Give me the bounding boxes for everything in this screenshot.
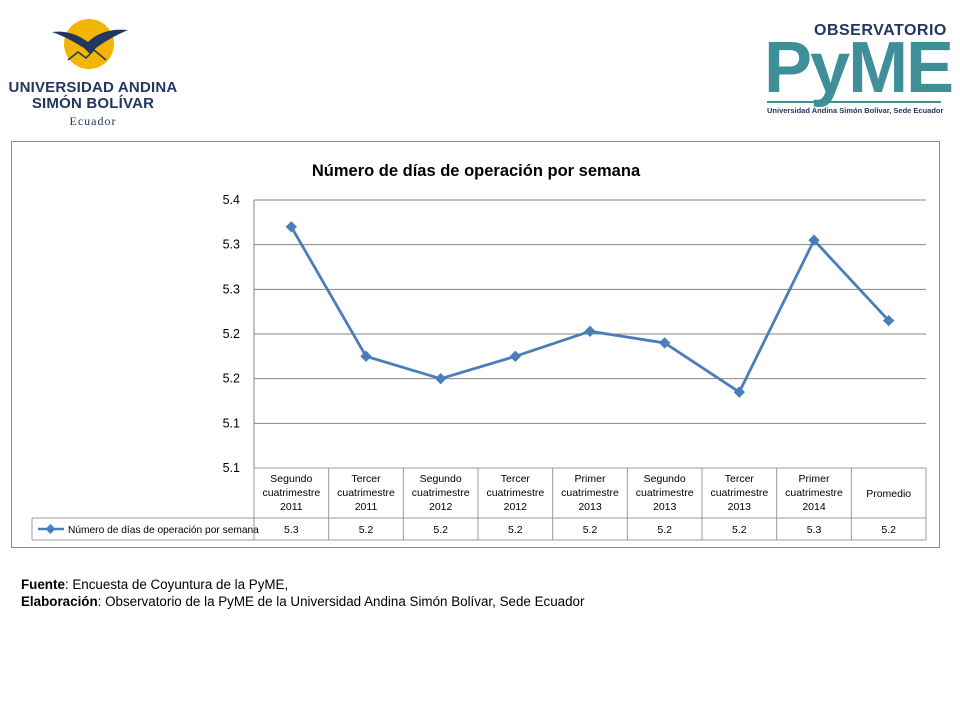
chart-title: Número de días de operación por semana — [312, 162, 641, 180]
y-tick-label: 5.1 — [223, 416, 240, 430]
elaboration-label: Elaboración — [21, 594, 98, 609]
x-category-label: cuatrimestre — [785, 487, 843, 499]
source-label: Fuente — [21, 577, 65, 592]
x-category-label: 2012 — [429, 501, 453, 513]
x-category-label: cuatrimestre — [412, 487, 470, 499]
x-category-label: 2011 — [280, 501, 303, 513]
x-category-label: cuatrimestre — [710, 487, 768, 499]
line-chart: Número de días de operación por semana 5… — [31, 162, 927, 541]
data-table: Segundo cuatrimestre 2011 5.3 Tercer cuatrime… — [31, 467, 927, 541]
table-value-label: 5.3 — [807, 524, 822, 536]
table-value-label: 5.2 — [732, 524, 747, 536]
x-category-label: Primer — [575, 473, 606, 485]
x-category-label: Segundo — [644, 473, 686, 485]
table-value-label: 5.2 — [583, 524, 598, 536]
data-point-marker — [360, 350, 372, 362]
x-category-label: Promedio — [866, 488, 911, 500]
table-value-label: 5.2 — [881, 524, 896, 536]
data-point-marker — [435, 373, 447, 385]
x-category-label: 2013 — [728, 501, 752, 513]
uasb-name: UNIVERSIDAD ANDINA SIMÓN BOLÍVAR — [8, 80, 178, 112]
x-category-label: 2013 — [578, 501, 602, 513]
elaboration-line: Elaboración: Observatorio de la PyME de … — [21, 593, 584, 610]
condor-sun-emblem-icon — [52, 19, 128, 69]
data-point-marker — [285, 221, 297, 233]
x-category-label: Segundo — [270, 473, 312, 485]
x-category-label: 2011 — [355, 501, 378, 513]
pyme-logotype: PyME — [764, 28, 954, 108]
source-line: Fuente: Encuesta de Coyuntura de la PyME… — [21, 576, 584, 593]
x-category-label: 2013 — [653, 501, 677, 513]
data-point-marker — [509, 350, 521, 362]
legend-marker — [45, 524, 56, 534]
y-tick-label: 5.4 — [223, 193, 240, 207]
logo-divider — [767, 101, 941, 103]
y-tick-label: 5.3 — [223, 238, 240, 252]
uasb-name-line1: UNIVERSIDAD ANDINA — [8, 79, 178, 96]
y-tick-label: 5.2 — [223, 372, 240, 386]
mountains-line — [67, 48, 107, 61]
x-category-label: cuatrimestre — [486, 487, 544, 499]
observatorio-subtitle: Universidad Andina Simón Bolívar, Sede E… — [767, 106, 944, 115]
observatorio-label: OBSERVATORIO — [814, 22, 947, 39]
data-point-marker — [883, 314, 895, 327]
y-tick-label: 5.1 — [223, 461, 240, 475]
data-point-marker — [584, 325, 596, 337]
table-value-label: 5.2 — [508, 524, 523, 536]
condor-shape — [52, 29, 128, 54]
table-value-label: 5.2 — [359, 524, 374, 536]
source-text: : Encuesta de Coyuntura de la PyME, — [64, 577, 289, 592]
elaboration-text: : Observatorio de la PyME de la Universi… — [97, 594, 585, 609]
y-tick-label: 5.2 — [223, 327, 240, 341]
y-axis-ticks: 5.4 5.3 5.3 5.2 5.2 5.1 5.1 — [223, 193, 240, 475]
chart-frame: Número de días de operación por semana 5… — [11, 141, 940, 548]
series-line — [290, 226, 890, 394]
x-category-label: cuatrimestre — [337, 487, 395, 499]
x-category-label: Tercer — [351, 473, 381, 485]
data-point-marker — [659, 337, 671, 349]
uasb-logo — [8, 8, 178, 130]
table-value-label: 5.2 — [433, 524, 448, 536]
footer: Fuente: Encuesta de Coyuntura de la PyME… — [21, 576, 584, 610]
x-category-label: Tercer — [501, 473, 531, 485]
table-value-label: 5.2 — [657, 524, 672, 536]
x-category-label: Tercer — [725, 473, 755, 485]
x-category-label: 2014 — [802, 501, 826, 513]
x-category-label: cuatrimestre — [636, 487, 694, 499]
legend-label: Número de días de operación por semana — [68, 525, 259, 536]
x-category-label: Segundo — [420, 473, 462, 485]
uasb-country: Ecuador — [69, 114, 117, 128]
y-tick-label: 5.3 — [223, 282, 240, 296]
x-category-label: cuatrimestre — [262, 487, 320, 499]
table-value-label: 5.3 — [284, 524, 299, 536]
x-category-label: cuatrimestre — [561, 487, 619, 499]
series-layer — [285, 221, 895, 398]
uasb-name-line2: SIMÓN BOLÍVAR — [31, 95, 155, 112]
x-category-label: Primer — [799, 473, 830, 485]
data-point-marker — [733, 386, 745, 398]
x-category-label: 2012 — [504, 501, 528, 513]
